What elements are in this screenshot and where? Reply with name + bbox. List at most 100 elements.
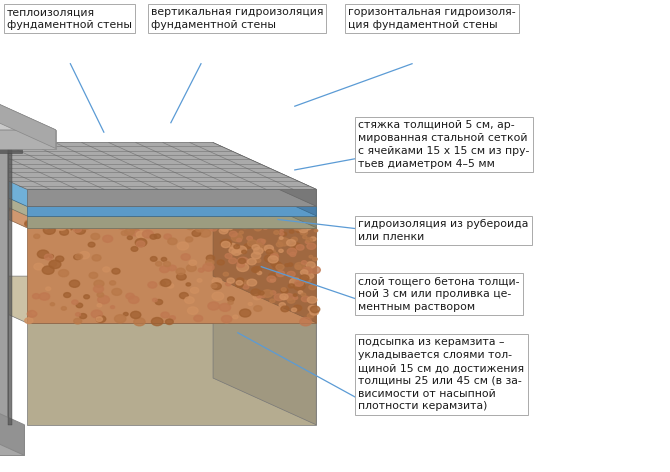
Circle shape bbox=[229, 244, 236, 248]
Text: стяжка толщиной 5 см, ар-
мированная стальной сеткой
с ячейками 15 х 15 см из пр: стяжка толщиной 5 см, ар- мированная ста… bbox=[358, 120, 530, 169]
Circle shape bbox=[117, 221, 128, 229]
Circle shape bbox=[285, 264, 289, 267]
Circle shape bbox=[228, 258, 237, 263]
Circle shape bbox=[188, 307, 198, 314]
Circle shape bbox=[293, 305, 302, 311]
Circle shape bbox=[239, 221, 243, 224]
Circle shape bbox=[254, 248, 263, 254]
Polygon shape bbox=[213, 143, 316, 206]
Circle shape bbox=[79, 252, 90, 259]
Circle shape bbox=[290, 253, 295, 256]
Circle shape bbox=[253, 267, 261, 272]
Circle shape bbox=[21, 185, 31, 192]
Circle shape bbox=[60, 229, 68, 235]
Circle shape bbox=[84, 188, 94, 195]
Circle shape bbox=[306, 238, 312, 242]
Circle shape bbox=[97, 293, 104, 297]
Circle shape bbox=[78, 197, 87, 203]
Circle shape bbox=[288, 263, 293, 266]
Circle shape bbox=[270, 253, 279, 260]
Circle shape bbox=[284, 223, 287, 225]
Circle shape bbox=[148, 282, 157, 288]
Circle shape bbox=[168, 284, 174, 288]
Circle shape bbox=[60, 227, 70, 234]
Circle shape bbox=[135, 196, 146, 203]
Circle shape bbox=[257, 239, 265, 245]
Circle shape bbox=[142, 179, 153, 187]
Circle shape bbox=[307, 227, 311, 230]
Circle shape bbox=[89, 272, 98, 278]
Circle shape bbox=[190, 287, 199, 293]
Circle shape bbox=[251, 252, 261, 259]
Circle shape bbox=[62, 186, 69, 191]
Circle shape bbox=[88, 242, 95, 247]
Circle shape bbox=[302, 293, 306, 296]
Circle shape bbox=[42, 266, 54, 274]
Circle shape bbox=[161, 257, 167, 261]
Circle shape bbox=[116, 207, 122, 211]
Circle shape bbox=[196, 226, 204, 232]
Circle shape bbox=[215, 186, 219, 190]
Circle shape bbox=[155, 261, 162, 266]
Circle shape bbox=[295, 262, 304, 269]
Circle shape bbox=[310, 309, 318, 315]
Circle shape bbox=[180, 293, 188, 299]
Circle shape bbox=[295, 280, 304, 286]
Circle shape bbox=[248, 240, 257, 246]
Circle shape bbox=[246, 215, 258, 224]
Circle shape bbox=[268, 248, 273, 251]
Circle shape bbox=[220, 239, 231, 247]
Circle shape bbox=[291, 243, 300, 249]
Circle shape bbox=[115, 188, 123, 194]
Circle shape bbox=[308, 305, 317, 312]
Circle shape bbox=[96, 317, 103, 321]
Circle shape bbox=[182, 211, 194, 219]
Circle shape bbox=[178, 218, 185, 223]
Circle shape bbox=[243, 280, 249, 285]
Circle shape bbox=[232, 206, 237, 209]
Circle shape bbox=[137, 202, 145, 209]
Circle shape bbox=[237, 238, 242, 242]
Circle shape bbox=[168, 238, 177, 244]
Circle shape bbox=[159, 266, 170, 273]
Circle shape bbox=[75, 227, 86, 234]
Circle shape bbox=[242, 250, 247, 253]
Circle shape bbox=[298, 291, 303, 294]
Circle shape bbox=[249, 303, 253, 305]
Circle shape bbox=[229, 231, 237, 237]
Circle shape bbox=[150, 257, 157, 261]
Circle shape bbox=[91, 233, 100, 240]
Circle shape bbox=[281, 218, 284, 220]
Circle shape bbox=[231, 218, 243, 226]
Circle shape bbox=[44, 254, 53, 260]
Circle shape bbox=[198, 268, 204, 272]
Polygon shape bbox=[0, 130, 56, 149]
Circle shape bbox=[287, 298, 295, 303]
Circle shape bbox=[255, 200, 261, 205]
Polygon shape bbox=[0, 378, 24, 455]
Circle shape bbox=[300, 230, 308, 235]
Circle shape bbox=[239, 206, 243, 209]
Polygon shape bbox=[0, 102, 7, 149]
Circle shape bbox=[257, 244, 262, 247]
Circle shape bbox=[239, 259, 246, 263]
Circle shape bbox=[73, 227, 82, 232]
Circle shape bbox=[21, 181, 31, 188]
Circle shape bbox=[71, 217, 80, 223]
Circle shape bbox=[212, 278, 222, 285]
Circle shape bbox=[236, 282, 243, 287]
Circle shape bbox=[44, 226, 48, 229]
Polygon shape bbox=[0, 169, 316, 216]
Circle shape bbox=[189, 260, 196, 265]
Circle shape bbox=[269, 211, 279, 219]
Circle shape bbox=[186, 265, 196, 271]
Circle shape bbox=[69, 185, 73, 188]
Circle shape bbox=[231, 234, 243, 241]
Circle shape bbox=[308, 296, 317, 303]
Circle shape bbox=[152, 221, 158, 225]
Circle shape bbox=[168, 207, 176, 213]
Circle shape bbox=[227, 191, 232, 194]
Circle shape bbox=[151, 318, 163, 326]
Circle shape bbox=[271, 253, 278, 259]
Circle shape bbox=[165, 319, 174, 325]
